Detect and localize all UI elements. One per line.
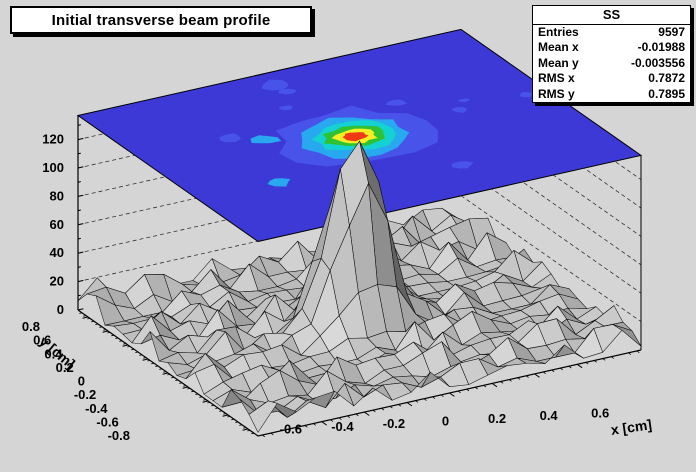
svg-text:120: 120 <box>42 132 64 147</box>
svg-text:x [cm]: x [cm] <box>610 416 653 438</box>
svg-text:0.4: 0.4 <box>540 408 559 423</box>
stats-box: SS Entries 9597 Mean x -0.01988 Mean y -… <box>532 5 691 104</box>
svg-text:-0.4: -0.4 <box>331 419 354 434</box>
stat-row-rms-x: RMS x 0.7872 <box>533 71 690 86</box>
svg-text:0.8: 0.8 <box>22 319 40 334</box>
svg-text:0.2: 0.2 <box>488 411 506 426</box>
stat-row-rms-y: RMS y 0.7895 <box>533 87 690 102</box>
svg-text:0: 0 <box>442 413 449 428</box>
svg-text:40: 40 <box>50 245 64 260</box>
svg-text:0.6: 0.6 <box>33 333 51 348</box>
stat-value: -0.01988 <box>637 40 685 55</box>
svg-text:80: 80 <box>50 188 64 203</box>
svg-text:-0.2: -0.2 <box>74 387 96 402</box>
svg-text:0.2: 0.2 <box>56 360 74 375</box>
svg-text:-0.6: -0.6 <box>280 422 302 437</box>
svg-text:-0.4: -0.4 <box>85 401 108 416</box>
plot-title-box: Initial transverse beam profile <box>10 6 312 34</box>
stat-label: RMS y <box>538 86 575 101</box>
stat-value: 0.7872 <box>648 71 685 86</box>
stats-title: SS <box>533 6 690 25</box>
svg-text:0.6: 0.6 <box>591 405 609 420</box>
stat-label: Mean x <box>538 40 579 55</box>
svg-text:0.4: 0.4 <box>44 346 63 361</box>
svg-text:0: 0 <box>78 374 85 389</box>
stat-value: 9597 <box>658 25 685 39</box>
stat-value: -0.003556 <box>630 55 685 70</box>
svg-text:60: 60 <box>50 217 64 232</box>
stat-label: RMS x <box>538 71 575 86</box>
plot-title: Initial transverse beam profile <box>51 11 271 29</box>
svg-text:-0.6: -0.6 <box>96 414 118 429</box>
svg-text:0: 0 <box>57 302 64 317</box>
svg-text:100: 100 <box>42 160 64 175</box>
stat-row-mean-y: Mean y -0.003556 <box>533 56 690 71</box>
stat-value: 0.7895 <box>648 86 685 101</box>
svg-text:-0.2: -0.2 <box>383 416 405 431</box>
stat-row-mean-x: Mean x -0.01988 <box>533 40 690 55</box>
stat-row-entries: Entries 9597 <box>533 25 690 40</box>
stat-label: Mean y <box>538 55 579 70</box>
stat-label: Entries <box>538 25 579 39</box>
svg-text:-0.8: -0.8 <box>108 428 130 443</box>
svg-text:20: 20 <box>50 274 64 289</box>
